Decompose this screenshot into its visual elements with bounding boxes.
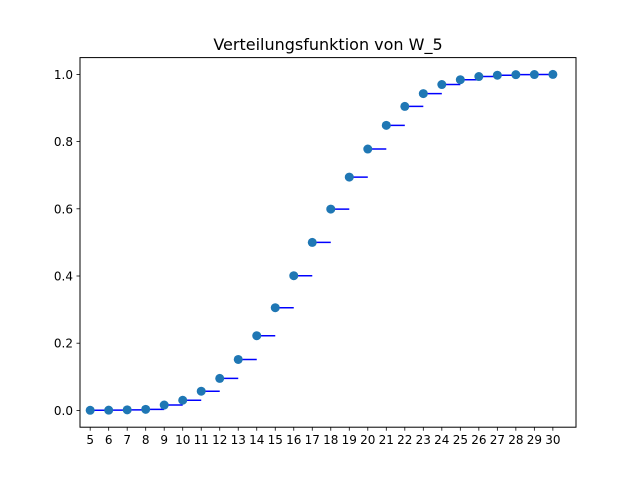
x-tick-label: 11 xyxy=(194,433,209,447)
data-point xyxy=(511,70,521,80)
y-tick-label: 0.4 xyxy=(54,270,73,284)
x-tick-label: 14 xyxy=(249,433,264,447)
y-axis-ticks: 0.0 0.2 0.4 0.6 0.8 1.0 xyxy=(54,68,80,418)
x-tick-label: 25 xyxy=(453,433,468,447)
x-tick-label: 9 xyxy=(160,433,168,447)
data-point xyxy=(270,303,280,313)
data-point xyxy=(548,69,558,79)
x-tick-label: 13 xyxy=(231,433,246,447)
data-point xyxy=(85,405,95,415)
x-tick-label: 19 xyxy=(342,433,357,447)
data-point xyxy=(196,386,206,396)
data-point xyxy=(326,204,336,214)
data-point xyxy=(215,373,225,383)
data-point xyxy=(529,70,539,80)
data-point xyxy=(159,400,169,410)
data-point xyxy=(455,75,465,85)
data-point xyxy=(474,72,484,82)
x-tick-label: 10 xyxy=(175,433,190,447)
y-tick-label: 1.0 xyxy=(54,68,73,82)
y-tick-label: 0.2 xyxy=(54,337,73,351)
x-tick-label: 23 xyxy=(416,433,431,447)
x-tick-label: 29 xyxy=(527,433,542,447)
data-point xyxy=(307,237,317,247)
x-tick-label: 16 xyxy=(286,433,301,447)
data-point xyxy=(289,271,299,281)
x-tick-label: 12 xyxy=(212,433,227,447)
y-tick-label: 0.8 xyxy=(54,135,73,149)
x-tick-label: 6 xyxy=(105,433,113,447)
data-point xyxy=(178,395,188,405)
x-tick-label: 17 xyxy=(305,433,320,447)
x-tick-label: 27 xyxy=(490,433,505,447)
data-point xyxy=(104,405,114,415)
y-tick-label: 0.0 xyxy=(54,404,73,418)
x-tick-label: 5 xyxy=(86,433,94,447)
data-point xyxy=(381,120,391,130)
x-tick-label: 8 xyxy=(142,433,150,447)
data-point xyxy=(141,404,151,414)
x-tick-label: 18 xyxy=(323,433,338,447)
data-point xyxy=(233,354,243,364)
data-point xyxy=(418,89,428,99)
x-tick-label: 21 xyxy=(379,433,394,447)
y-tick-label: 0.6 xyxy=(54,202,73,216)
x-tick-label: 7 xyxy=(123,433,131,447)
data-point xyxy=(344,172,354,182)
data-point xyxy=(363,144,373,154)
x-tick-label: 28 xyxy=(508,433,523,447)
data-point xyxy=(492,70,502,80)
x-tick-label: 22 xyxy=(397,433,412,447)
x-tick-label: 15 xyxy=(268,433,283,447)
data-points xyxy=(85,69,558,415)
plot-frame xyxy=(79,57,577,428)
x-tick-label: 20 xyxy=(360,433,375,447)
data-point xyxy=(122,405,132,415)
x-tick-label: 30 xyxy=(545,433,560,447)
x-tick-label: 24 xyxy=(434,433,449,447)
data-point xyxy=(400,101,410,111)
chart-title: Verteilungsfunktion von W_5 xyxy=(213,35,442,55)
x-tick-label: 26 xyxy=(471,433,486,447)
x-axis-ticks: 5 6 7 8 9 10 11 12 13 14 15 16 17 18 19 20 21 22 23 24 25 26 2… xyxy=(86,427,561,447)
data-point xyxy=(252,331,262,341)
data-point xyxy=(437,80,447,90)
